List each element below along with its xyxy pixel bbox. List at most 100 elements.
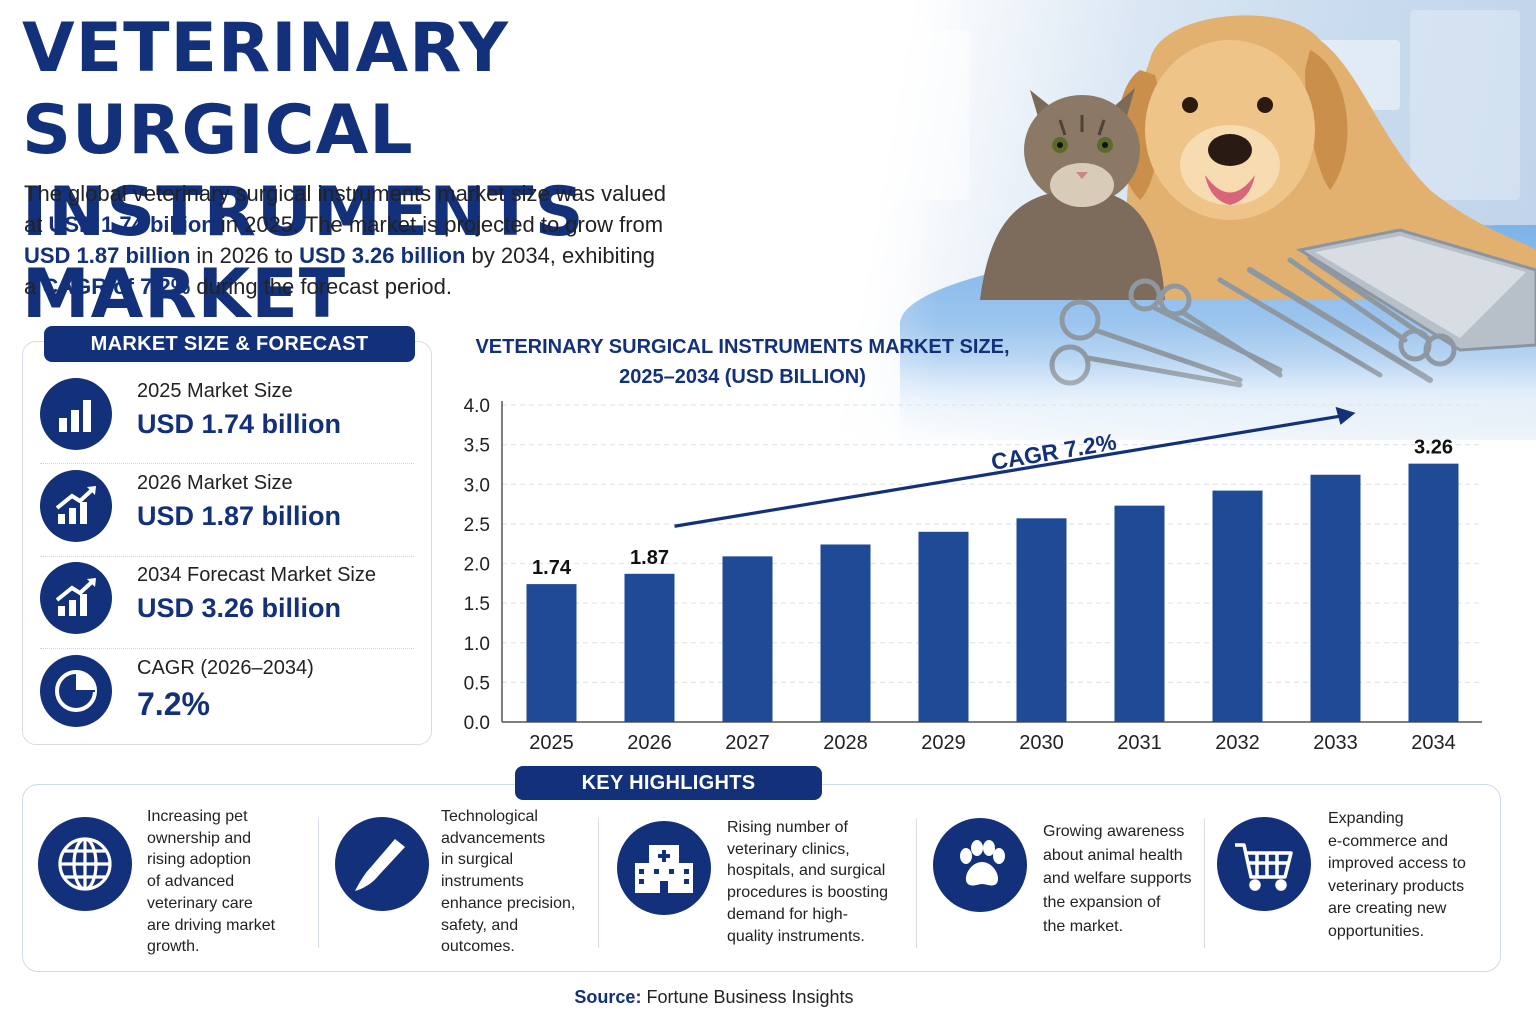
bar-2032 — [1212, 490, 1263, 722]
growth-chart-icon — [40, 470, 112, 542]
x-tick-label: 2034 — [1411, 732, 1456, 754]
metric-2026: 2026 Market Size USD 1.87 billion — [40, 460, 414, 552]
growth-chart-icon — [40, 562, 112, 634]
title-line-2: INSTRUMENTS MARKET — [22, 173, 585, 334]
highlight-line: Technological — [441, 808, 538, 825]
metric-label: 2034 Forecast Market Size — [137, 564, 376, 586]
shopping-cart-icon — [1217, 817, 1311, 911]
chart-title-line-2: 2025–2034 (USD BILLION) — [619, 366, 866, 388]
highlight-card-clinics: Rising number of veterinary clinics, hos… — [617, 800, 907, 970]
bar-2025 — [526, 584, 577, 722]
globe-icon — [38, 817, 132, 911]
bar-2026 — [624, 573, 675, 722]
metric-label: 2025 Market Size — [137, 380, 293, 402]
highlight-line: instruments — [441, 873, 524, 891]
cagr-arrow-line — [674, 414, 1342, 528]
highlight-text: Rising number of veterinary clinics, hos… — [727, 817, 888, 947]
highlight-line: demand for high- — [727, 905, 848, 923]
highlight-line: e-commerce and — [1328, 832, 1449, 850]
highlight-line: and welfare supports — [1043, 870, 1192, 888]
y-tick-label: 2.5 — [464, 515, 490, 536]
y-tick-label: 0.0 — [464, 713, 490, 734]
x-tick-label: 2032 — [1215, 732, 1260, 754]
highlight-divider — [598, 818, 599, 948]
highlight-line: the expansion of — [1043, 894, 1161, 912]
cagr-arrow-head — [1335, 406, 1356, 425]
intro-paragraph: The global veterinary surgical instrumen… — [24, 178, 724, 302]
x-tick-label: 2031 — [1117, 732, 1162, 754]
y-tick-label: 3.5 — [464, 436, 490, 457]
highlight-card-ecommerce: Expanding e-commerce and improved access… — [1217, 800, 1497, 970]
intro-text: during the forecast period. — [190, 274, 452, 299]
highlight-line: are creating new — [1328, 900, 1447, 917]
bar-2034 — [1408, 463, 1459, 722]
highlight-line: ownership and — [147, 829, 252, 847]
y-tick-label: 2.0 — [464, 555, 490, 576]
intro-line-3: USD 1.87 billion in 2026 to USD 3.26 bil… — [24, 240, 724, 271]
highlight-line: growth. — [147, 938, 200, 956]
highlight-text: Technological advancements in surgical i… — [441, 806, 575, 958]
metric-value: 7.2% — [137, 686, 210, 722]
y-tick-label: 1.5 — [464, 594, 490, 615]
surgical-tray-illustration — [1296, 228, 1536, 352]
source-label: Source: — [574, 987, 642, 1007]
highlight-line: opportunities. — [1328, 922, 1425, 940]
title-line-1: VETERINARY SURGICAL — [22, 9, 509, 170]
x-tick-label: 2027 — [725, 732, 770, 754]
highlight-text: Expanding e-commerce and improved access… — [1328, 808, 1466, 943]
highlight-card-pet-ownership: Increasing pet ownership and rising adop… — [38, 800, 308, 970]
highlight-card-technology: Technological advancements in surgical i… — [335, 800, 590, 970]
intro-text: in 2026 to — [190, 243, 300, 268]
hospital-icon — [617, 821, 711, 915]
highlight-line: veterinary clinics, — [727, 840, 850, 858]
highlight-divider — [916, 818, 917, 948]
metric-divider — [40, 556, 414, 557]
highlight-line: Expanding — [1328, 810, 1404, 827]
x-tick-label: 2030 — [1019, 732, 1064, 754]
scalpel-icon — [335, 817, 429, 911]
pie-chart-icon — [40, 655, 112, 727]
metric-label: CAGR (2026–2034) — [137, 657, 314, 679]
intro-text: a — [24, 274, 43, 299]
intro-text: The global veterinary surgical instrumen… — [24, 181, 666, 206]
intro-line-1: The global veterinary surgical instrumen… — [24, 178, 724, 209]
intro-text: at — [24, 212, 49, 237]
bar-2030 — [1016, 518, 1067, 722]
bar-2031 — [1114, 505, 1165, 722]
pets-and-instruments-illustration — [980, 15, 1536, 388]
cat-illustration — [980, 88, 1165, 300]
highlight-line: hospitals, and surgical — [727, 862, 886, 880]
intro-highlight: USD 1.74 billion — [48, 212, 215, 237]
bar-2028 — [820, 544, 871, 722]
intro-text: by 2034, exhibiting — [465, 243, 655, 268]
intro-highlight: USD 3.26 billion — [299, 243, 466, 268]
page-title: VETERINARY SURGICAL INSTRUMENTS MARKET — [22, 8, 922, 336]
highlight-line: are driving market — [147, 916, 276, 934]
bar-2027 — [722, 556, 773, 722]
y-tick-label: 3.0 — [464, 475, 490, 496]
highlight-line: veterinary products — [1328, 877, 1465, 895]
highlight-line: about animal health — [1043, 846, 1183, 864]
highlight-line: in surgical — [441, 851, 514, 869]
metric-2025: 2025 Market Size USD 1.74 billion — [40, 368, 414, 460]
highlight-line: Growing awareness — [1043, 823, 1185, 840]
highlight-line: rising adoption — [147, 851, 252, 869]
x-tick-label: 2028 — [823, 732, 868, 754]
intro-highlight: CAGR of 7.2% — [42, 274, 191, 299]
data-label: 1.74 — [532, 557, 572, 579]
source-note: Source: Fortune Business Insights — [0, 987, 1428, 1008]
bar-chart-icon — [40, 378, 112, 450]
intro-highlight: USD 1.87 billion — [24, 243, 191, 268]
market-size-bar-chart: 0.0 0.5 1.0 1.5 2.0 2.5 3.0 3.5 4.0 2025 1.74 2026 1… — [464, 396, 1482, 754]
highlight-line: Increasing pet — [147, 808, 248, 825]
paw-icon — [933, 818, 1027, 912]
highlight-line: of advanced — [147, 873, 235, 891]
intro-text: in 2025. The market is projected to grow… — [214, 212, 664, 237]
highlight-line: the market. — [1043, 917, 1124, 935]
highlight-line: quality instruments. — [727, 927, 865, 945]
x-tick-label: 2025 — [529, 732, 574, 754]
highlight-line: veterinary care — [147, 894, 253, 912]
data-label: 1.87 — [630, 547, 669, 569]
highlight-line: advancements — [441, 829, 546, 847]
intro-line-2: at USD 1.74 billion in 2025. The market … — [24, 209, 724, 240]
